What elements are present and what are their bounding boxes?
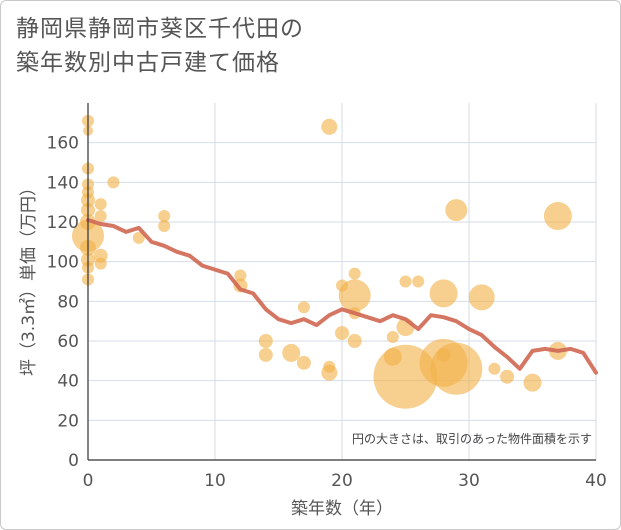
bubble-32 [335,326,349,341]
y-tick-40: 40 [57,372,79,392]
y-tick-80: 80 [57,292,79,312]
chart-title: 静岡県静岡市葵区千代田の 築年数別中古戸建て価格 [16,12,576,80]
y-tick-160: 160 [47,134,79,154]
chart-title-line-2: 築年数別中古戸建て価格 [16,50,280,76]
axes [87,103,596,461]
trend-series [86,218,598,375]
tick-labels: 0 20 40 60 80 100 120 140 160 0 10 20 30 40 [47,134,607,491]
x-tick-40: 40 [585,471,607,491]
bubble-17 [107,176,120,189]
bubble-43 [429,279,458,308]
bubble-13 [94,198,107,211]
bubble-26 [297,301,310,314]
bubble-39 [399,275,412,288]
bubble-19 [158,210,171,223]
bubble-27 [296,355,311,370]
bubble-49 [488,362,501,375]
bubble-18 [132,231,145,244]
y-tick-20: 20 [57,411,79,431]
x-tick-0: 0 [83,471,94,491]
bubble-30 [321,364,338,381]
bubble-21 [234,269,247,282]
bubble-25 [282,343,301,362]
y-tick-100: 100 [47,253,79,273]
bubble-14 [94,210,107,223]
x-axis-label: 築年数（年） [291,499,393,519]
bubble-47 [445,199,468,222]
y-tick-140: 140 [47,173,79,193]
y-tick-0: 0 [68,451,79,471]
chart-title-line-1: 静岡県静岡市葵区千代田の [16,16,304,42]
bubble-24 [258,347,273,362]
bubble-46 [430,342,483,395]
bubble-42 [412,275,425,288]
bubble-51 [523,373,542,392]
bubble-34 [338,279,371,312]
bubble-28 [321,118,338,135]
size-legend-note: 円の大きさは、取引のあった物件面積を示す [352,431,592,446]
bubble-48 [468,284,495,311]
bubble-33 [348,267,361,280]
x-tick-30: 30 [458,471,480,491]
bubble-50 [500,369,515,384]
bubble-23 [258,334,273,348]
bubble-52 [543,202,572,231]
trend-line [86,218,598,375]
bubble-series [72,114,572,409]
bubble-20 [158,219,171,232]
bubble-16 [94,257,107,270]
x-tick-10: 10 [204,471,226,491]
x-tick-20: 20 [331,471,353,491]
y-tick-120: 120 [47,213,79,233]
bubble-36 [347,334,362,348]
bubble-37 [386,331,399,344]
y-axis-label: 坪（3.3㎡）単価（万円） [19,179,39,376]
y-tick-60: 60 [57,332,79,352]
